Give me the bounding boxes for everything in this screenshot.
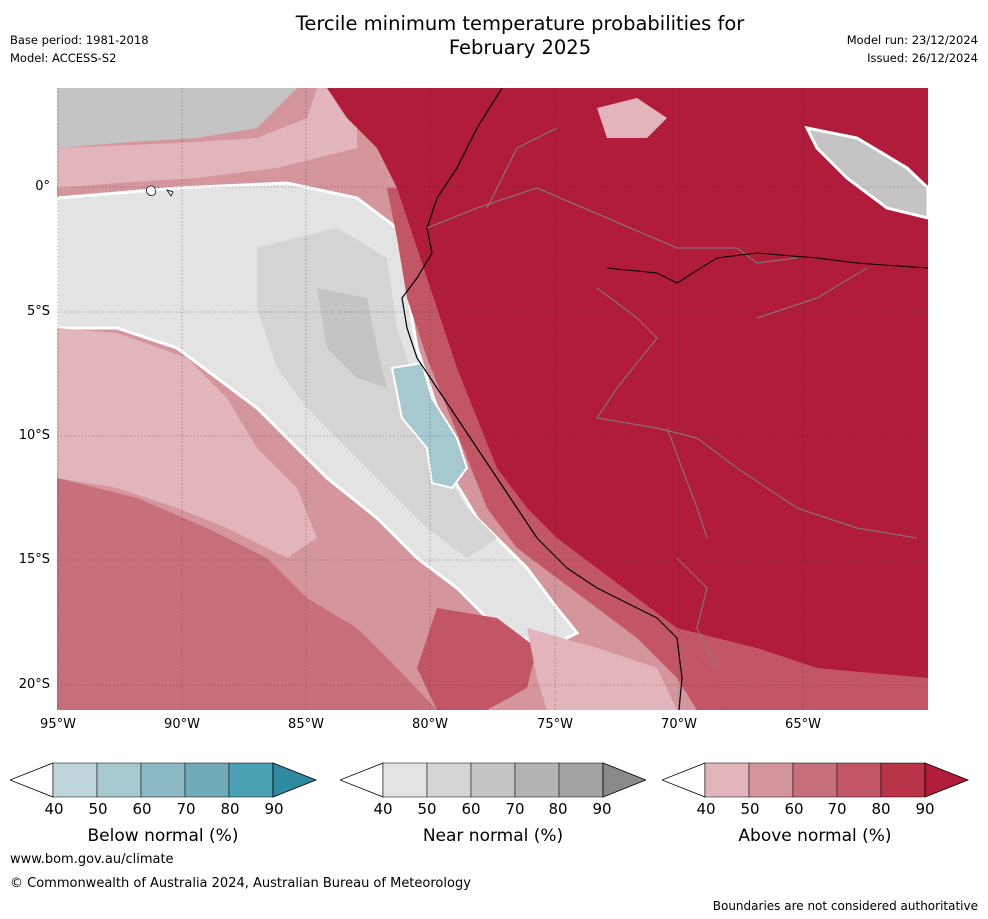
above-label-70: 70 bbox=[827, 800, 847, 818]
colorbar-segment bbox=[514, 762, 560, 798]
model-run: Model run: 23/12/2024 bbox=[846, 33, 978, 47]
ocean-southwest-light bbox=[57, 328, 317, 558]
below-normal-colorbar bbox=[10, 762, 318, 798]
colorbar-extend-low bbox=[662, 762, 706, 798]
base-period: Base period: 1981-2018 bbox=[10, 33, 149, 47]
graticule bbox=[57, 88, 928, 710]
colorbar-extend-low bbox=[340, 762, 384, 798]
near-normal-north bbox=[804, 125, 928, 220]
above-normal-title: Above normal (%) bbox=[738, 826, 892, 846]
colorbar-segment bbox=[426, 762, 472, 798]
lat-tick-10s: 10°S bbox=[18, 428, 50, 443]
colorbar-segment bbox=[184, 762, 230, 798]
below-label-90: 90 bbox=[264, 800, 284, 818]
colorbar-segment bbox=[558, 762, 604, 798]
lon-tick-70w: 70°W bbox=[661, 717, 697, 732]
colorbar-extend-high bbox=[924, 762, 970, 798]
colorbar-segment bbox=[792, 762, 838, 798]
above-label-80: 80 bbox=[871, 800, 891, 818]
issued-date: Issued: 26/12/2024 bbox=[867, 51, 978, 65]
near-normal-colorbar bbox=[340, 762, 646, 798]
near-label-50: 50 bbox=[417, 800, 437, 818]
colorbar-segment bbox=[140, 762, 186, 798]
ocean-south-light bbox=[527, 628, 677, 710]
below-label-80: 80 bbox=[220, 800, 240, 818]
footer-copyright: © Commonwealth of Australia 2024, Austra… bbox=[10, 876, 471, 891]
lon-tick-95w: 95°W bbox=[40, 717, 76, 732]
page-title: Tercile minimum temperature probabilitie… bbox=[200, 12, 840, 60]
colorbar-segment bbox=[470, 762, 516, 798]
lon-tick-80w: 80°W bbox=[412, 717, 448, 732]
meta-right: Model run: 23/12/2024 Issued: 26/12/2024 bbox=[847, 31, 978, 67]
colorbar-extend-low bbox=[10, 762, 54, 798]
lat-tick-15s: 15°S bbox=[18, 552, 50, 567]
colorbar-segment bbox=[748, 762, 794, 798]
coastal-gradient bbox=[387, 188, 727, 710]
lat-tick-20s: 20°S bbox=[18, 677, 50, 692]
colorbar-extend-high bbox=[602, 762, 646, 798]
footer-url[interactable]: www.bom.gov.au/climate bbox=[10, 852, 174, 867]
footer-disclaimer: Boundaries are not considered authoritat… bbox=[712, 899, 978, 913]
near-label-90: 90 bbox=[592, 800, 612, 818]
lon-tick-75w: 75°W bbox=[537, 717, 573, 732]
above-label-40: 40 bbox=[696, 800, 716, 818]
above-light-north bbox=[597, 98, 667, 138]
above-label-60: 60 bbox=[784, 800, 804, 818]
ocean-south-deep bbox=[417, 608, 537, 710]
colorbar-segment bbox=[704, 762, 750, 798]
country-borders bbox=[426, 127, 918, 669]
near-label-60: 60 bbox=[461, 800, 481, 818]
lat-tick-0: 0° bbox=[35, 179, 50, 194]
title-line-1: Tercile minimum temperature probabilitie… bbox=[295, 12, 745, 35]
lon-tick-90w: 90°W bbox=[164, 717, 200, 732]
below-label-70: 70 bbox=[176, 800, 196, 818]
colorbar-segment bbox=[52, 762, 98, 798]
probability-map bbox=[57, 88, 928, 710]
ocean-near-normal-core bbox=[317, 288, 387, 388]
below-normal-title: Below normal (%) bbox=[87, 826, 239, 846]
model-name: Model: ACCESS-S2 bbox=[10, 51, 117, 65]
lat-tick-5s: 5°S bbox=[26, 304, 50, 319]
above-label-90: 90 bbox=[915, 800, 935, 818]
below-normal-patch bbox=[390, 361, 469, 490]
colorbar-segment bbox=[836, 762, 882, 798]
meta-left: Base period: 1981-2018 Model: ACCESS-S2 bbox=[10, 31, 149, 67]
colorbar-segment bbox=[382, 762, 428, 798]
near-label-80: 80 bbox=[548, 800, 568, 818]
lon-tick-85w: 85°W bbox=[288, 717, 324, 732]
title-line-2: February 2025 bbox=[448, 36, 592, 59]
colorbar-segment bbox=[880, 762, 926, 798]
near-label-70: 70 bbox=[505, 800, 525, 818]
above-normal-colorbar bbox=[662, 762, 970, 798]
coastline bbox=[401, 88, 683, 710]
lon-tick-65w: 65°W bbox=[785, 717, 821, 732]
below-label-50: 50 bbox=[88, 800, 108, 818]
galapagos-islands bbox=[146, 185, 174, 197]
southern-land bbox=[677, 628, 928, 710]
ocean-southwest-mid bbox=[57, 478, 437, 710]
near-label-40: 40 bbox=[373, 800, 393, 818]
colorbar-segment bbox=[96, 762, 142, 798]
above-label-50: 50 bbox=[740, 800, 760, 818]
colorbar-segment bbox=[228, 762, 274, 798]
below-label-60: 60 bbox=[132, 800, 152, 818]
amazon-river bbox=[606, 252, 928, 284]
ocean-band-light bbox=[57, 88, 357, 188]
land-above-normal bbox=[327, 88, 928, 710]
below-label-40: 40 bbox=[44, 800, 64, 818]
ocean-band-north bbox=[57, 88, 297, 148]
colorbar-extend-high bbox=[272, 762, 318, 798]
near-normal-title: Near normal (%) bbox=[422, 826, 564, 846]
